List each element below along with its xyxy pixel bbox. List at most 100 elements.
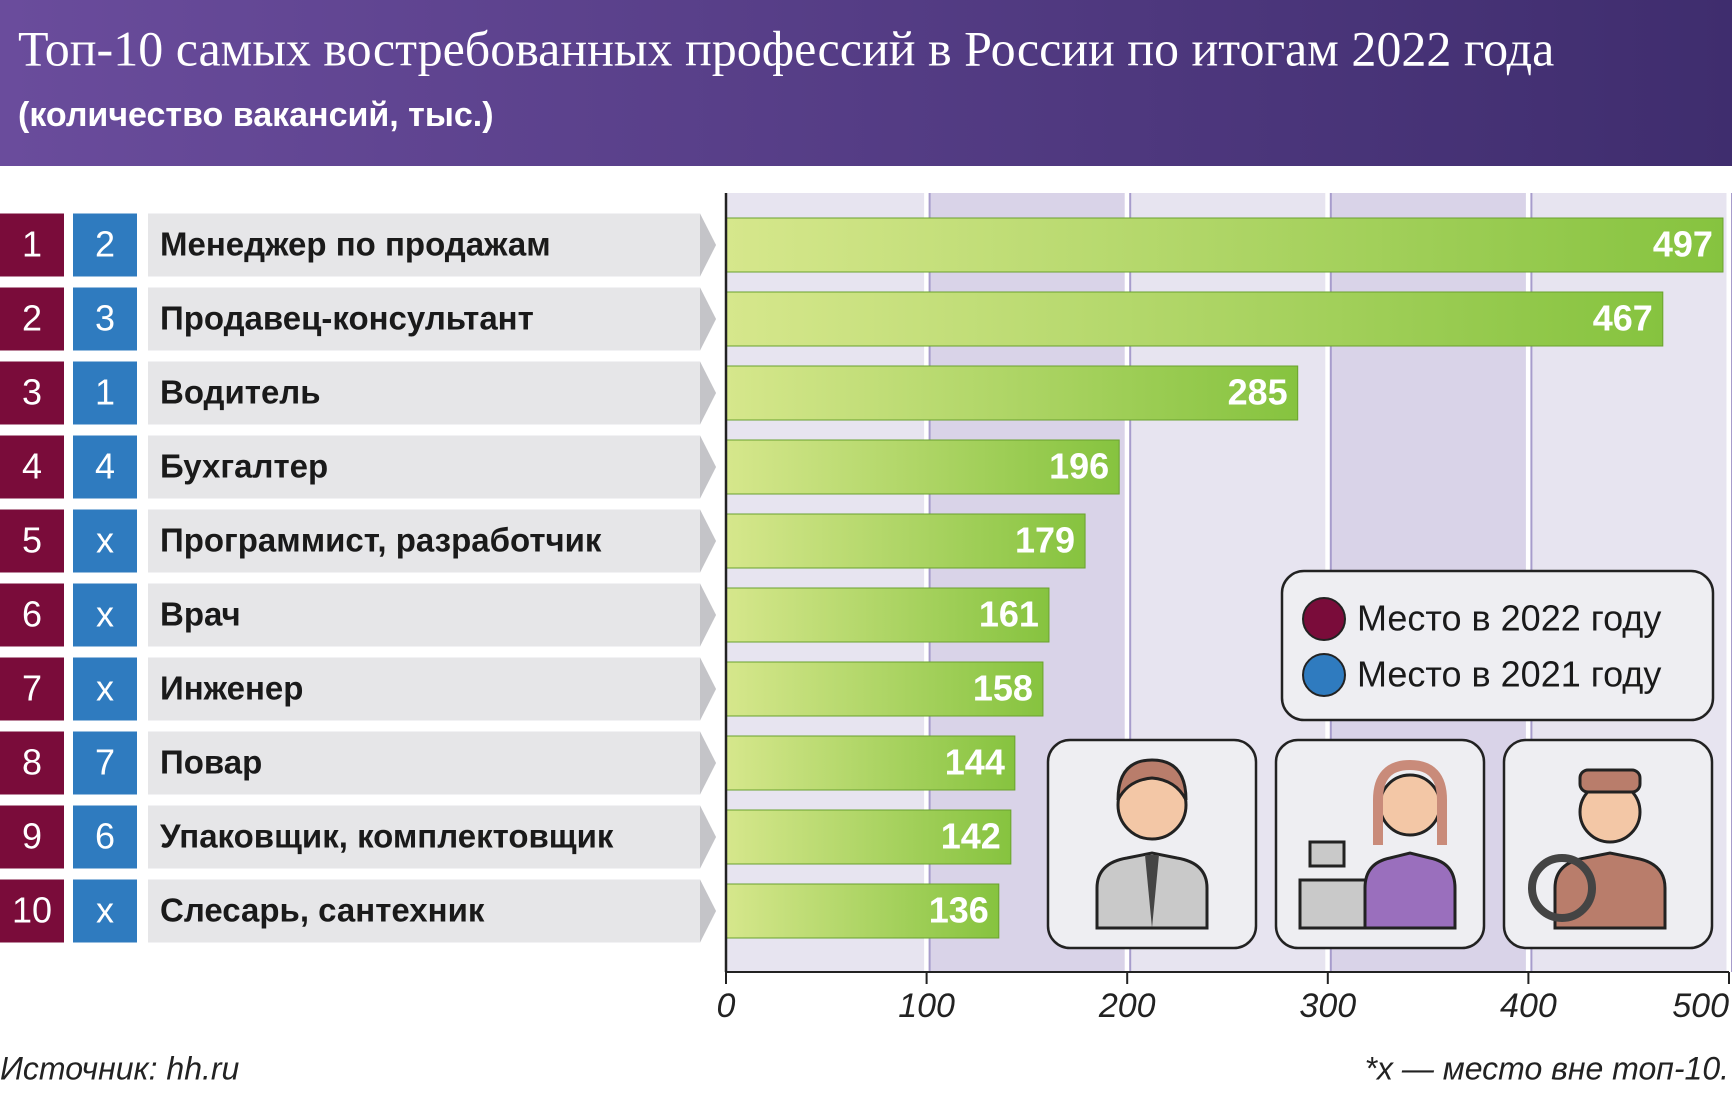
label-box-tip [700, 287, 716, 351]
x-tick-label: 500 [1672, 987, 1729, 1025]
chart-title: Топ-10 самых востребованных профессий в … [18, 20, 1554, 76]
value-label: 497 [1653, 224, 1713, 265]
icon-head [1378, 773, 1442, 837]
rank-2022-box [0, 657, 64, 721]
label-box-tip [700, 213, 716, 277]
rank-2022: 5 [22, 520, 42, 561]
rank-2022-box [0, 509, 64, 573]
label-box-tip [700, 435, 716, 499]
icon-register-screen [1308, 840, 1346, 868]
icon-hair [1373, 759, 1447, 845]
bar [725, 439, 1120, 495]
rank-2021-box [73, 213, 137, 277]
rank-2021-box [73, 879, 137, 943]
label-box [148, 287, 716, 351]
legend-box [1280, 569, 1715, 722]
label-box-tip [700, 879, 716, 943]
bar [725, 883, 1000, 939]
rank-2022-box [0, 435, 64, 499]
value-label: 144 [945, 742, 1005, 783]
rank-2022-box [0, 213, 64, 277]
bar [725, 661, 1044, 717]
label-box-tip [700, 657, 716, 721]
rank-2021: 2 [95, 224, 115, 265]
rank-2021: 6 [95, 816, 115, 857]
rank-2022-box [0, 583, 64, 647]
x-tick-label: 100 [898, 987, 955, 1025]
header [0, 0, 1732, 166]
rank-2021: x [96, 890, 114, 931]
rank-2021-box [73, 805, 137, 869]
x-tick-label: 0 [717, 987, 736, 1025]
x-tick-label: 300 [1299, 987, 1356, 1025]
category-label: Упаковщик, комплектовщик [160, 818, 614, 855]
category-label: Продавец-консультант [160, 300, 534, 337]
rank-2021: 3 [95, 298, 115, 339]
rank-2022: 6 [22, 594, 42, 635]
label-box [148, 361, 716, 425]
rank-2022: 9 [22, 816, 42, 857]
rank-2022: 10 [12, 890, 52, 931]
rank-2021-box [73, 435, 137, 499]
x-tick-label: 200 [1098, 987, 1156, 1025]
rank-2021-box [73, 657, 137, 721]
legend-label: Место в 2022 году [1357, 598, 1661, 639]
label-box-tip [700, 509, 716, 573]
rank-2021-box [73, 361, 137, 425]
category-label: Водитель [160, 374, 321, 411]
category-label: Бухгалтер [160, 448, 328, 485]
rank-2021-box [73, 583, 137, 647]
icons [1046, 738, 1714, 950]
category-label: Слесарь, сантехник [160, 892, 485, 929]
value-label: 196 [1049, 446, 1109, 487]
value-label: 161 [979, 594, 1039, 635]
rank-2021: x [96, 668, 114, 709]
label-box [148, 213, 716, 277]
rank-2022: 1 [22, 224, 42, 265]
bar [725, 291, 1664, 347]
label-box-tip [700, 361, 716, 425]
category-label: Менеджер по продажам [160, 226, 551, 263]
rank-2022: 7 [22, 668, 42, 709]
label-box-tip [700, 805, 716, 869]
rank-2021-box [73, 509, 137, 573]
rank-2022: 4 [22, 446, 42, 487]
rank-2021-box [73, 731, 137, 795]
rank-2021: x [96, 520, 114, 561]
rank-2022-box [0, 805, 64, 869]
category-label: Инженер [160, 670, 303, 707]
source: Источник: hh.ru [0, 1050, 240, 1086]
label-box [148, 657, 716, 721]
label-box-tip [700, 731, 716, 795]
label-box [148, 879, 716, 943]
value-label: 467 [1593, 298, 1653, 339]
rank-2021: 4 [95, 446, 115, 487]
rank-2021: 7 [95, 742, 115, 783]
category-label: Повар [160, 744, 262, 781]
rank-2021: x [96, 594, 114, 635]
label-box [148, 731, 716, 795]
value-label: 158 [973, 668, 1033, 709]
label-box [148, 583, 716, 647]
category-label: Врач [160, 596, 241, 633]
value-label: 142 [941, 816, 1001, 857]
icon-cap [1578, 768, 1642, 794]
legend-swatch [1302, 597, 1346, 641]
legend-swatch [1302, 653, 1346, 697]
icon-seller-body [1363, 851, 1457, 930]
bar [725, 809, 1012, 865]
bar [725, 513, 1086, 569]
rank-2022-box [0, 287, 64, 351]
value-label: 136 [929, 890, 989, 931]
value-label: 179 [1015, 520, 1075, 561]
rank-2022-box [0, 879, 64, 943]
icon-tie [1145, 855, 1159, 928]
rank-2022-box [0, 731, 64, 795]
icon-wheel [1528, 854, 1596, 922]
label-box-tip [700, 583, 716, 647]
bar [725, 217, 1724, 273]
footnote: *x — место вне топ-10. [1365, 1050, 1729, 1086]
category-label: Программист, разработчик [160, 522, 602, 559]
value-label: 285 [1228, 372, 1288, 413]
